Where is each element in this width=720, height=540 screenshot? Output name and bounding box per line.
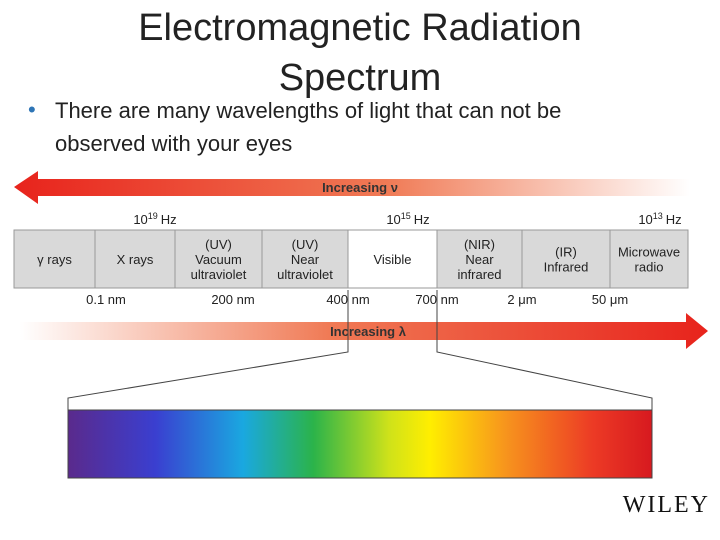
- frequency-unit: Hz: [666, 212, 682, 227]
- frequency-base: 10: [133, 212, 147, 227]
- band-label: Visible: [373, 252, 411, 267]
- band-cell: [13, 229, 96, 289]
- wavelength-label: 50 μm: [592, 292, 628, 307]
- logo: WILEY: [623, 492, 710, 518]
- band-cell: [521, 229, 611, 289]
- band-label: Microwave: [618, 245, 680, 260]
- wavelength-label: 400 nm: [326, 292, 369, 307]
- bracket-line: [67, 290, 349, 410]
- frequency-label: 1013 Hz: [638, 211, 681, 227]
- bullet-text: There are many wavelengths of light that…: [55, 98, 561, 123]
- frequency-exp: 13: [653, 211, 663, 221]
- frequency-unit: Hz: [414, 212, 430, 227]
- band-label: Infrared: [544, 260, 589, 275]
- bullet-text: observed with your eyes: [55, 131, 292, 156]
- wavelength-label: 2 μm: [507, 292, 536, 307]
- band-label: (IR): [555, 245, 577, 260]
- bullet-dot: •: [28, 97, 36, 122]
- band-label: ultraviolet: [277, 267, 333, 282]
- spectrum-table: γ rays X rays(UV)Vacuumultraviolet(UV)Nea…: [13, 211, 689, 307]
- wavelength-label: 200 nm: [211, 292, 254, 307]
- band-label: Near: [465, 252, 494, 267]
- title-line: Electromagnetic Radiation: [138, 7, 582, 49]
- band-label: Near: [291, 252, 320, 267]
- frequency-base: 10: [638, 212, 652, 227]
- bracket-line: [436, 290, 653, 410]
- wavelength-label: 700 nm: [415, 292, 458, 307]
- band-cell: [609, 229, 689, 289]
- band-label: (UV): [292, 237, 319, 252]
- band-label: ultraviolet: [191, 267, 247, 282]
- frequency-label: 1015 Hz: [386, 211, 429, 227]
- wavelength-label: 0.1 nm: [86, 292, 126, 307]
- title-line: Spectrum: [279, 57, 442, 99]
- frequency-unit: Hz: [161, 212, 177, 227]
- band-label: Vacuum: [195, 252, 242, 267]
- frequency-label: 1019 Hz: [133, 211, 176, 227]
- bottom-arrow-label: Increasing λ: [330, 324, 407, 339]
- band-label: (NIR): [464, 237, 495, 252]
- band-label: X rays: [117, 252, 154, 267]
- frequency-exp: 15: [401, 211, 411, 221]
- band-label: (UV): [205, 237, 232, 252]
- visible-spectrum: [67, 409, 653, 479]
- band-cell: [174, 229, 263, 289]
- band-cell: [261, 229, 349, 289]
- band-cell: [436, 229, 523, 289]
- frequency-base: 10: [386, 212, 400, 227]
- band-label: radio: [635, 260, 664, 275]
- frequency-exp: 19: [148, 211, 158, 221]
- band-label: γ rays: [37, 252, 72, 267]
- bottom-arrow: [20, 313, 708, 349]
- band-label: infrared: [457, 267, 501, 282]
- band-cell: [347, 229, 438, 289]
- top-arrow-label: Increasing ν: [322, 180, 398, 195]
- top-arrow: [14, 171, 690, 204]
